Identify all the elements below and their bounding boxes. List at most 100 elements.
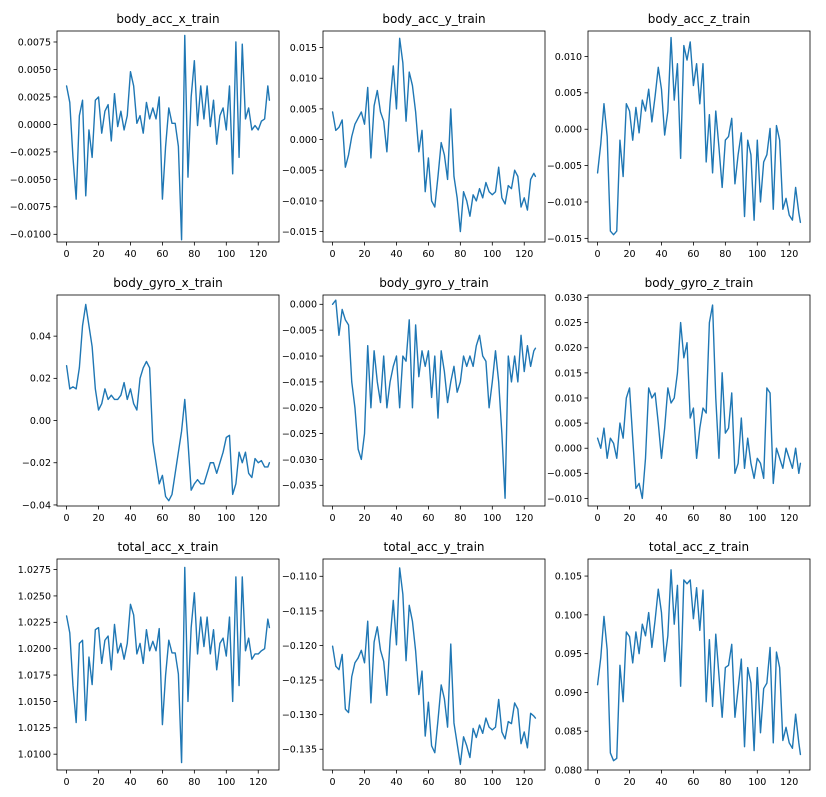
y-tick-label: 0.005 <box>555 419 582 430</box>
series-line <box>596 304 802 500</box>
chart-total_acc_z_train: total_acc_z_train 0 20 40 60 80 100 120 0.080 0.0… <box>555 540 811 788</box>
y-tick-label: −0.0050 <box>10 175 51 186</box>
x-tick-label: 80 <box>719 513 731 524</box>
axes-frame <box>56 30 280 243</box>
x-tick-label: 60 <box>687 249 699 260</box>
x-tick-label: 20 <box>358 513 370 524</box>
y-tick-label: −0.0075 <box>10 202 51 213</box>
series-line <box>331 299 537 499</box>
y-tick-label: 0.015 <box>555 368 582 379</box>
x-tick-label: 20 <box>623 777 635 788</box>
x-tick-label: 40 <box>655 777 667 788</box>
x-tick-label: 100 <box>217 513 235 524</box>
y-tick-label: −0.110 <box>282 572 317 583</box>
x-tick-label: 20 <box>92 249 104 260</box>
x-tick-label: 80 <box>719 777 731 788</box>
y-tick-label: 0.020 <box>555 343 582 354</box>
chart-body_acc_y_train: body_acc_y_train 0 20 40 60 80 100 120 −0.015 −0.… <box>282 12 546 260</box>
y-tick-label: 0.005 <box>555 88 582 99</box>
y-tick-label: 0.100 <box>555 610 582 621</box>
y-tick-label: 0.105 <box>555 571 582 582</box>
y-tick-label: −0.015 <box>282 377 317 388</box>
axes-frame <box>587 30 811 243</box>
x-tick-label: 40 <box>655 513 667 524</box>
x-tick-label: 100 <box>483 249 501 260</box>
y-tick-label: 0.010 <box>555 393 582 404</box>
x-tick-label: 120 <box>515 777 533 788</box>
y-tick-label: 0.005 <box>290 104 317 115</box>
x-tick-label: 0 <box>64 249 70 260</box>
x-tick-label: 80 <box>188 513 200 524</box>
x-tick-label: 100 <box>483 777 501 788</box>
axes-frame <box>56 294 280 507</box>
y-tick-label: 0.0075 <box>18 37 51 48</box>
axes-frame <box>587 558 811 771</box>
axes-frame <box>322 558 546 771</box>
y-tick-label: −0.120 <box>282 641 317 652</box>
y-tick-label: 0.000 <box>290 135 317 146</box>
x-tick-label: 120 <box>249 777 267 788</box>
chart-title: body_gyro_y_train <box>379 276 488 290</box>
y-tick-label: 0.000 <box>555 125 582 136</box>
x-tick-label: 60 <box>422 777 434 788</box>
chart-title: total_acc_z_train <box>649 540 749 554</box>
series-line <box>596 36 802 236</box>
x-tick-label: 0 <box>64 777 70 788</box>
x-tick-label: 20 <box>623 249 635 260</box>
series-line <box>596 569 802 762</box>
y-tick-label: −0.010 <box>282 196 317 207</box>
y-tick-label: 0.010 <box>555 52 582 63</box>
y-tick-label: −0.035 <box>282 481 317 492</box>
x-tick-label: 80 <box>188 777 200 788</box>
y-tick-label: 1.0250 <box>18 591 51 602</box>
x-tick-label: 40 <box>390 249 402 260</box>
x-tick-label: 20 <box>92 513 104 524</box>
y-tick-label: −0.130 <box>282 710 317 721</box>
y-tick-label: −0.005 <box>282 166 317 177</box>
x-tick-label: 80 <box>454 249 466 260</box>
y-tick-label: −0.04 <box>22 500 51 511</box>
x-tick-label: 40 <box>390 777 402 788</box>
y-tick-label: 0.080 <box>555 765 582 776</box>
y-tick-label: 0.0000 <box>18 120 51 131</box>
x-tick-label: 0 <box>595 777 601 788</box>
x-tick-label: 100 <box>748 513 766 524</box>
y-tick-label: 1.0200 <box>18 644 51 655</box>
y-tick-label: −0.0025 <box>10 147 51 158</box>
y-tick-label: −0.020 <box>282 403 317 414</box>
x-tick-label: 100 <box>217 777 235 788</box>
chart-title: body_gyro_x_train <box>113 276 222 290</box>
y-tick-label: −0.115 <box>282 606 317 617</box>
x-tick-label: 40 <box>390 513 402 524</box>
axes-frame <box>587 294 811 507</box>
series-line <box>331 37 537 233</box>
x-tick-label: 40 <box>124 777 136 788</box>
x-tick-label: 0 <box>330 249 336 260</box>
x-tick-label: 80 <box>454 513 466 524</box>
x-tick-label: 0 <box>595 513 601 524</box>
x-tick-label: 0 <box>330 777 336 788</box>
y-tick-label: −0.125 <box>282 675 317 686</box>
x-tick-label: 80 <box>188 249 200 260</box>
x-tick-label: 80 <box>454 777 466 788</box>
x-tick-label: 0 <box>595 249 601 260</box>
chart-body_gyro_y_train: body_gyro_y_train 0 20 40 60 80 100 120 −0.035 −0… <box>282 276 546 524</box>
x-tick-label: 120 <box>515 513 533 524</box>
x-tick-label: 120 <box>780 777 798 788</box>
axes-frame <box>322 30 546 243</box>
axes-frame <box>322 294 546 507</box>
x-tick-label: 120 <box>780 249 798 260</box>
x-tick-label: 40 <box>655 249 667 260</box>
chart-title: total_acc_y_train <box>383 540 484 554</box>
y-tick-label: 0.010 <box>290 74 317 85</box>
x-tick-label: 120 <box>780 513 798 524</box>
x-tick-label: 60 <box>422 513 434 524</box>
y-tick-label: 0.04 <box>30 332 51 343</box>
x-tick-label: 20 <box>358 777 370 788</box>
x-tick-label: 120 <box>249 249 267 260</box>
y-tick-label: 0.015 <box>290 43 317 54</box>
y-tick-label: 1.0225 <box>18 618 51 629</box>
chart-title: body_acc_x_train <box>116 12 219 26</box>
y-tick-label: −0.0100 <box>10 230 51 241</box>
